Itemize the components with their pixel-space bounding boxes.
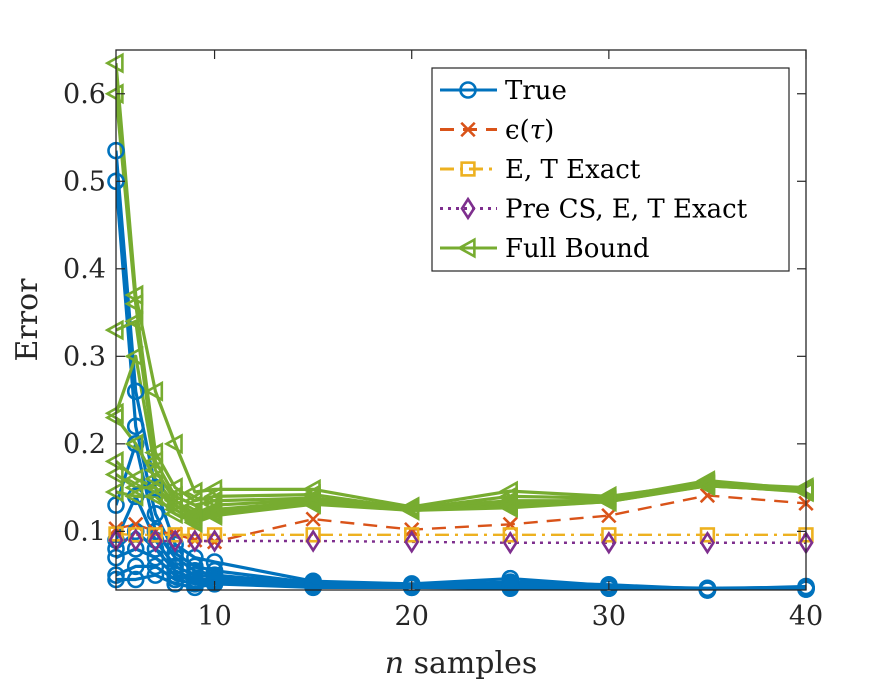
legend-marker <box>456 237 476 259</box>
series-full-bound-point <box>203 505 223 527</box>
series-full-bound-point <box>144 485 164 507</box>
series-full-bound-point <box>104 481 124 503</box>
series-full-bound-point <box>104 450 124 472</box>
legend-label-part: τ <box>530 116 545 146</box>
series-true-point <box>402 578 421 597</box>
series-e-t-exact-point <box>167 527 183 543</box>
legend-label: ϵ(τ) <box>505 116 554 146</box>
legend-marker <box>460 161 476 177</box>
series-full-bound-point <box>597 491 617 513</box>
legend: True ϵ(τ) E, T Exact Pre CS, E, T Exact Full… <box>431 67 790 272</box>
legend-item-: ϵ(τ) <box>440 116 554 146</box>
plot-frame <box>115 49 807 591</box>
series-true-point <box>126 417 145 436</box>
series-true-point <box>304 578 322 597</box>
series-pre-cs-e-t-exact-point <box>207 529 223 553</box>
y-tick-label: 0.4 <box>63 254 106 285</box>
series-true-point <box>126 382 145 401</box>
markers-layer <box>104 52 815 599</box>
series-e-t-exact-point <box>502 527 518 543</box>
y-tick-label: 0.1 <box>63 516 106 547</box>
series-pre-cs-e-t-exact-point <box>187 529 203 553</box>
series-full-bound-point <box>104 319 124 341</box>
series-full-bound-point <box>124 485 144 507</box>
ticks-layer: 10 20 30 40 0.1 0.2 0.3 0.4 0.5 0.6 <box>63 50 823 632</box>
legend-label: E, T Exact <box>505 155 641 185</box>
y-tick-label: 0.2 <box>63 429 106 460</box>
legend-marker <box>459 81 477 99</box>
series-full-bound-point <box>696 475 716 497</box>
series-true-point <box>166 575 184 593</box>
series-full-bound-point <box>794 480 814 502</box>
series-pre-cs-e-t-exact-point <box>601 530 617 555</box>
legend-item-e-t-exact: E, T Exact <box>440 155 641 185</box>
legend-marker <box>460 196 476 221</box>
series-e-t-exact-point <box>699 527 716 543</box>
y-tick-label: 0.6 <box>63 79 106 110</box>
series-e-t-exact-point <box>147 527 164 543</box>
series-true-point <box>600 579 618 598</box>
x-axis-label-text: samples <box>404 646 537 681</box>
legend-label: Full Bound <box>505 234 650 264</box>
series-true-point <box>186 578 204 597</box>
series-full-bound-line-run-8 <box>116 484 806 525</box>
series-pre-cs-e-t-exact-point <box>167 529 183 553</box>
series-full-bound-point <box>163 503 183 525</box>
series-layer <box>116 62 806 590</box>
series-pre-cs-e-t-exact-point <box>404 530 420 554</box>
series--line <box>116 494 806 544</box>
series-pre-cs-e-t-exact-point <box>305 529 321 553</box>
series-pre-cs-e-t-exact-point <box>502 530 518 555</box>
legend-item-pre-cs-e-t-exact: Pre CS, E, T Exact <box>440 195 748 225</box>
legend-label: True <box>505 76 567 106</box>
y-tick-label: 0.3 <box>63 341 106 372</box>
series-full-bound-point <box>124 310 144 332</box>
x-tick-label: 10 <box>197 601 231 632</box>
legend-item-full-bound: Full Bound <box>440 234 650 264</box>
series-full-bound-point <box>301 493 321 515</box>
series-true-point <box>146 557 165 576</box>
series-full-bound-point <box>104 407 124 429</box>
series-full-bound-point <box>183 512 203 534</box>
series-true-point <box>126 570 145 589</box>
series-e-t-exact-point <box>601 527 617 543</box>
x-axis-label: n samples <box>385 646 538 681</box>
series-true-point <box>146 566 165 584</box>
legend-item-true: True <box>440 76 567 106</box>
series-full-bound-point <box>124 433 144 455</box>
y-axis-label: Error <box>10 278 45 362</box>
series-true-point <box>126 557 145 576</box>
series-full-bound-point <box>104 464 124 485</box>
series-pre-cs-e-t-exact-point <box>128 528 144 552</box>
series-true-line-run-8 <box>116 573 806 590</box>
series-full-bound-point <box>163 433 183 455</box>
series-full-bound-point <box>498 497 518 519</box>
series-pre-cs-e-t-exact-point <box>699 530 715 555</box>
series-true-point <box>501 579 520 598</box>
series-full-bound-point <box>124 293 144 315</box>
series-full-bound-point <box>124 345 144 367</box>
x-tick-label: 20 <box>395 601 429 632</box>
x-tick-label: 40 <box>789 601 823 632</box>
series-true-point <box>146 505 165 523</box>
series-true-point <box>205 575 224 593</box>
x-axis-label-variable: n <box>385 646 404 681</box>
series--point <box>601 507 617 524</box>
legend-label-part: ) <box>544 116 554 146</box>
legend-marker <box>460 121 476 138</box>
x-tick-label: 30 <box>592 601 626 632</box>
legend-label-part: ϵ( <box>505 116 530 146</box>
series-e-t-exact-point <box>404 527 420 543</box>
series-full-bound-point <box>104 52 124 74</box>
series-full-bound-point <box>400 499 420 521</box>
series-pre-cs-e-t-exact-point <box>147 529 163 553</box>
series-full-bound-point <box>144 380 164 402</box>
series-e-t-exact-point <box>305 527 321 543</box>
series-e-t-exact-point <box>206 527 223 543</box>
series--point <box>305 511 321 527</box>
y-tick-label: 0.5 <box>63 166 106 197</box>
legend-label: Pre CS, E, T Exact <box>505 195 748 225</box>
